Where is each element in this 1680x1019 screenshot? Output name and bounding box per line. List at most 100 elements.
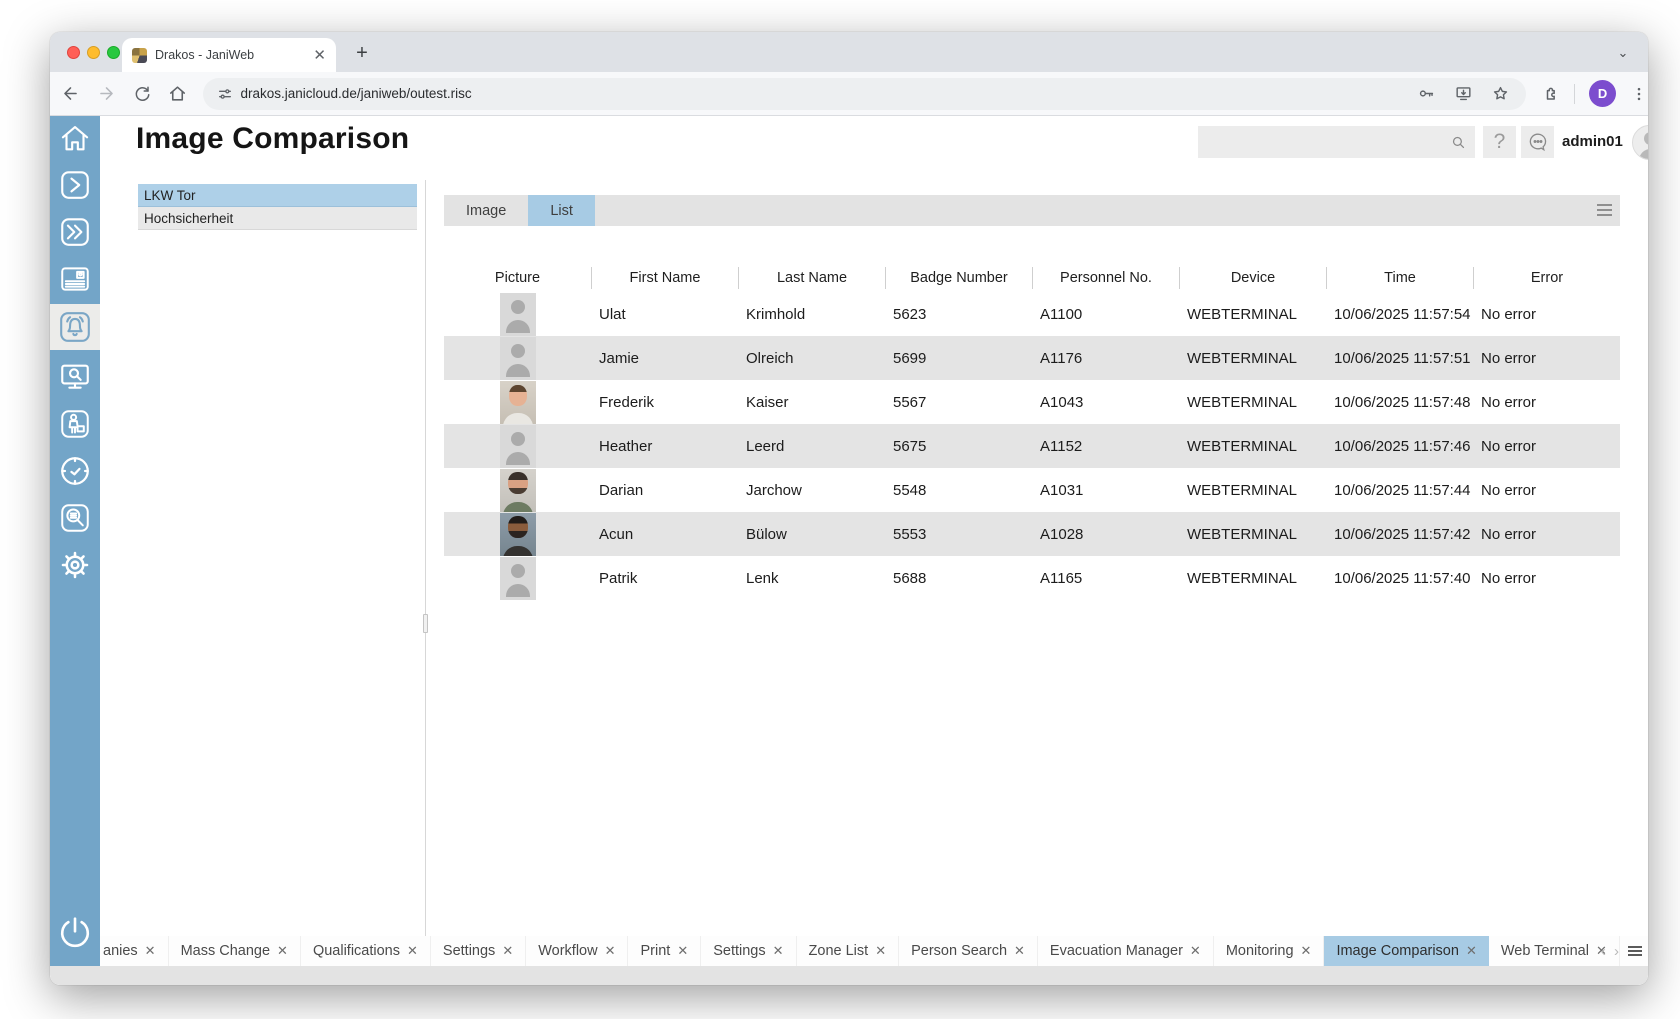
password-key-icon[interactable] <box>1417 84 1436 103</box>
col-first-name: First Name <box>591 267 738 289</box>
module-tab[interactable]: Qualifications ✕ <box>301 936 431 966</box>
module-tab[interactable]: Settings ✕ <box>701 936 797 966</box>
chat-button[interactable] <box>1521 126 1554 158</box>
close-icon[interactable]: ✕ <box>1465 943 1477 958</box>
cell-badge: 5688 <box>893 569 927 587</box>
home-icon[interactable] <box>53 118 97 158</box>
user-avatar[interactable] <box>1632 125 1648 160</box>
cell-device: WEBTERMINAL <box>1187 437 1298 455</box>
person-management-icon[interactable] <box>53 404 97 444</box>
close-icon[interactable]: ✕ <box>277 943 288 958</box>
back-icon[interactable] <box>56 79 86 109</box>
tab-search-chevron-icon[interactable]: ⌄ <box>1617 45 1629 60</box>
panel-item-lkw-tor[interactable]: LKW Tor <box>138 184 417 207</box>
panel-item-hochsicherheit[interactable]: Hochsicherheit <box>138 207 417 230</box>
cell-time: 10/06/2025 11:57:46 <box>1334 437 1471 455</box>
fast-forward-icon[interactable] <box>53 212 97 252</box>
close-icon[interactable]: ✕ <box>1300 943 1312 958</box>
toolbar-divider <box>1574 83 1576 104</box>
install-icon[interactable] <box>1454 84 1473 103</box>
col-badge-number: Badge Number <box>885 267 1032 289</box>
bookmark-star-icon[interactable] <box>1491 84 1510 103</box>
tab-close-icon[interactable]: ✕ <box>313 47 326 64</box>
cell-error: No error <box>1481 305 1537 323</box>
table-row[interactable]: Acun Bülow 5553 A1028 WEBTERMINAL 10/06/… <box>444 512 1620 556</box>
close-icon[interactable]: ✕ <box>502 943 514 958</box>
close-icon[interactable]: ✕ <box>604 943 616 958</box>
close-icon[interactable]: ✕ <box>144 943 156 958</box>
tab-scroll-arrows-icon[interactable]: ‹ › <box>1600 942 1621 960</box>
cell-personnel: A1031 <box>1040 481 1084 499</box>
cell-time: 10/06/2025 11:57:44 <box>1334 481 1471 499</box>
table-row[interactable]: Frederik Kaiser 5567 A1043 WEBTERMINAL 1… <box>444 380 1620 424</box>
tab-list[interactable]: List <box>528 195 595 226</box>
person-photo <box>499 556 536 600</box>
app-root: Image Comparison ? admin01 LKW Tor Hochs… <box>50 116 1648 985</box>
cell-first-name: Acun <box>599 525 634 543</box>
tab-image[interactable]: Image <box>466 202 507 219</box>
table-row[interactable]: Patrik Lenk 5688 A1165 WEBTERMINAL 10/06… <box>444 556 1620 600</box>
table-row[interactable]: Ulat Krimhold 5623 A1100 WEBTERMINAL 10/… <box>444 292 1620 336</box>
module-tab[interactable]: Print ✕ <box>628 936 702 966</box>
splitter-grip[interactable] <box>423 614 428 633</box>
play-icon[interactable] <box>53 165 97 205</box>
close-icon[interactable]: ✕ <box>875 943 887 958</box>
col-picture: Picture <box>494 270 541 286</box>
cell-last-name: Leerd <box>746 437 785 455</box>
id-card-icon[interactable] <box>53 259 97 299</box>
device-search-icon[interactable] <box>53 357 97 397</box>
module-tab[interactable]: Evacuation Manager ✕ <box>1038 936 1214 966</box>
extensions-puzzle-icon[interactable] <box>1540 84 1560 104</box>
settings-gear-icon[interactable] <box>53 545 97 585</box>
main-content: Image Comparison ? admin01 LKW Tor Hochs… <box>100 116 1648 936</box>
module-tab[interactable]: Web Terminal ✕ <box>1489 936 1620 966</box>
close-icon[interactable]: ✕ <box>772 943 784 958</box>
new-tab-button[interactable]: + <box>356 41 368 64</box>
browser-tab-strip: Drakos - JaniWeb ✕ + ⌄ <box>50 32 1648 72</box>
home-icon[interactable] <box>163 79 193 109</box>
module-tab[interactable]: Monitoring ✕ <box>1214 936 1325 966</box>
module-tab[interactable]: Workflow ✕ <box>526 936 629 966</box>
window-zoom-button[interactable] <box>107 46 120 59</box>
notifications-bell-icon[interactable] <box>50 304 100 350</box>
close-icon[interactable]: ✕ <box>407 943 418 958</box>
module-tab[interactable]: Zone List ✕ <box>797 936 900 966</box>
module-tab[interactable]: Person Search ✕ <box>899 936 1038 966</box>
table-options-icon[interactable] <box>1597 204 1612 216</box>
menu-kebab-icon[interactable] <box>1630 85 1648 103</box>
help-button[interactable]: ? <box>1483 126 1516 158</box>
col-personnel-no: Personnel No. <box>1032 267 1179 289</box>
time-clock-icon[interactable] <box>53 451 97 491</box>
table-row[interactable]: Heather Leerd 5675 A1152 WEBTERMINAL 10/… <box>444 424 1620 468</box>
cell-device: WEBTERMINAL <box>1187 525 1298 543</box>
search-input[interactable] <box>1198 134 1450 150</box>
browser-profile-avatar[interactable]: D <box>1589 80 1617 107</box>
cell-time: 10/06/2025 11:57:42 <box>1334 525 1471 543</box>
window-minimize-button[interactable] <box>87 46 100 59</box>
url-bar[interactable]: drakos.janicloud.de/janiweb/outest.risc <box>202 77 1527 110</box>
view-tab-strip: Image List <box>444 195 1620 226</box>
module-tab-active[interactable]: Image Comparison ✕ <box>1324 936 1489 966</box>
close-icon[interactable]: ✕ <box>1595 943 1607 958</box>
window-close-button[interactable] <box>67 46 80 59</box>
module-tab[interactable]: Mass Change ✕ <box>169 936 301 966</box>
power-icon[interactable] <box>52 910 98 956</box>
tab-overview-icon[interactable] <box>1628 945 1642 957</box>
close-icon[interactable]: ✕ <box>677 943 689 958</box>
browser-tab[interactable]: Drakos - JaniWeb ✕ <box>122 38 336 72</box>
module-tab[interactable]: anies ✕ <box>100 936 169 966</box>
close-icon[interactable]: ✕ <box>1014 943 1025 958</box>
logged-in-user[interactable]: admin01 <box>1562 133 1623 150</box>
panel-splitter[interactable] <box>423 180 428 936</box>
table-row[interactable]: Darian Jarchow 5548 A1031 WEBTERMINAL 10… <box>444 468 1620 512</box>
module-tab[interactable]: Settings ✕ <box>431 936 527 966</box>
close-icon[interactable]: ✕ <box>1189 943 1201 958</box>
cell-badge: 5699 <box>893 349 927 367</box>
log-search-icon[interactable] <box>53 498 97 538</box>
cell-personnel: A1043 <box>1040 393 1084 411</box>
person-photo <box>499 424 536 468</box>
global-search-box[interactable] <box>1198 126 1475 158</box>
table-row[interactable]: Jamie Olreich 5699 A1176 WEBTERMINAL 10/… <box>444 336 1620 380</box>
reload-icon[interactable] <box>127 79 157 109</box>
forward-icon[interactable] <box>92 79 122 109</box>
